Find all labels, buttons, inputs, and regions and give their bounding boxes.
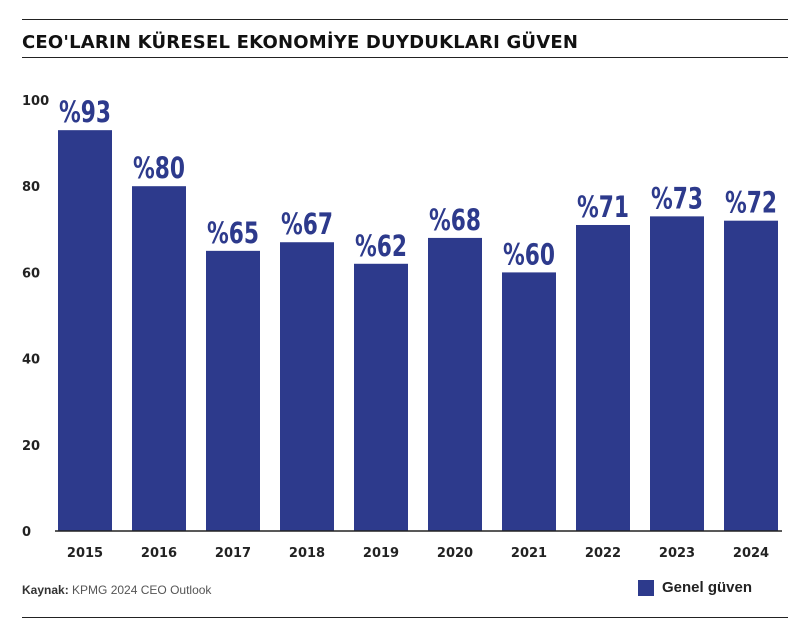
x-tick-label: 2018	[289, 546, 325, 561]
x-tick-label: 2022	[585, 546, 621, 561]
data-label: %73	[651, 181, 703, 215]
x-tick-label: 2015	[67, 546, 103, 561]
x-tick-label: 2020	[437, 546, 473, 561]
y-tick-label: 20	[22, 439, 40, 454]
legend-swatch	[638, 579, 654, 596]
bar	[724, 220, 778, 531]
x-tick-label: 2023	[659, 546, 695, 561]
bar	[132, 186, 186, 531]
data-label: %65	[207, 216, 259, 250]
data-label: %67	[281, 207, 333, 241]
y-tick-label: 80	[22, 180, 40, 195]
y-tick-label: 60	[22, 266, 40, 281]
source-label: Kaynak:	[22, 583, 69, 597]
data-label: %60	[503, 237, 555, 271]
bar	[280, 242, 334, 532]
data-label: %72	[725, 186, 777, 220]
bar	[576, 224, 630, 532]
data-label: %71	[577, 190, 629, 224]
y-tick-label: 40	[22, 353, 40, 368]
y-tick-label: 0	[22, 525, 31, 540]
y-tick-label: 100	[22, 94, 49, 109]
data-label: %68	[429, 203, 481, 237]
chart-title: CEO'LARIN KÜRESEL EKONOMİYE DUYDUKLARI G…	[22, 32, 579, 53]
legend-label: Genel güven	[662, 579, 753, 596]
bar	[206, 250, 260, 531]
x-tick-label: 2017	[215, 546, 251, 561]
source-text: KPMG 2024 CEO Outlook	[72, 583, 212, 597]
source-note: Kaynak: KPMG 2024 CEO Outlook	[22, 583, 211, 597]
top-rule	[22, 19, 788, 20]
bar	[58, 130, 112, 532]
bar-chart: 0 20 40 60 80 100 %93 2015 %80 2016 %65 2017 %67 2018…	[22, 94, 782, 561]
data-label: %93	[59, 95, 111, 129]
bar	[428, 237, 482, 532]
bottom-rule	[22, 617, 788, 618]
x-tick-label: 2019	[363, 546, 399, 561]
data-label: %62	[355, 229, 407, 263]
x-tick-label: 2016	[141, 546, 177, 561]
bar	[650, 216, 704, 531]
bar	[502, 272, 556, 531]
data-label: %80	[133, 151, 185, 185]
title-rule	[22, 57, 788, 58]
x-tick-label: 2021	[511, 546, 547, 561]
legend: Genel güven	[638, 579, 752, 596]
x-tick-label: 2024	[733, 546, 769, 561]
bar	[354, 263, 408, 531]
